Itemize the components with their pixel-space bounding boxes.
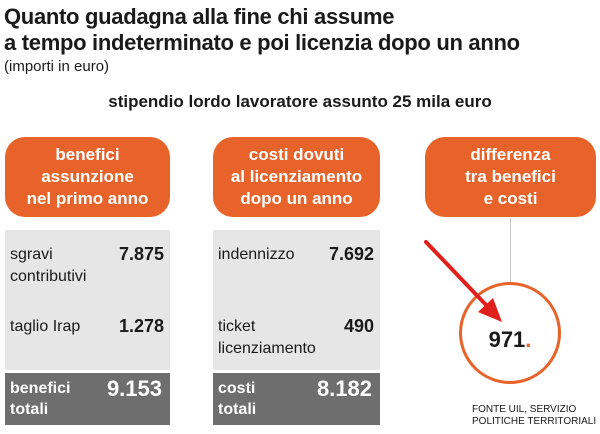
costi-item-label: indennizzo (218, 246, 295, 263)
differenza-value-wrap: 971. (462, 327, 558, 353)
benefici-item-value: 1.278 (118, 316, 164, 336)
connector-line (510, 218, 511, 284)
source-credit: FONTE UIL, SERVIZIO POLITICHE TERRITORIA… (472, 404, 597, 427)
salary-headline: stipendio lordo lavoratore assunto 25 mi… (108, 92, 492, 111)
benefici-item-label: sgravi contributivi (10, 246, 87, 285)
units-note: (importi in euro) (4, 58, 110, 75)
page-title: Quanto guadagna alla fine chi assume a t… (4, 4, 520, 55)
differenza-header: differenza tra benefici e costi (425, 137, 596, 217)
differenza-value-dot: . (525, 327, 532, 352)
benefici-item-value: 7.875 (118, 244, 164, 264)
benefici-total-label: benefici totali (10, 380, 71, 418)
costi-total-label: costi totali (218, 380, 257, 418)
differenza-circle: 971. (459, 282, 561, 384)
benefici-panel: sgravi contributivi 7.875 taglio Irap 1.… (5, 230, 170, 370)
costi-total: costi totali 8.182 (213, 373, 380, 425)
costi-header: costi dovuti al licenziamento dopo un an… (213, 137, 380, 217)
benefici-header: benefici assunzione nel primo anno (5, 137, 170, 217)
differenza-value: 971 (488, 327, 526, 352)
costi-item-label: ticket licenziamento (218, 318, 316, 357)
costi-item-value: 490 (343, 316, 374, 336)
costi-panel: indennizzo 7.692 ticket licenziamento 49… (213, 230, 380, 370)
costi-total-value: 8.182 (316, 376, 372, 401)
costi-item-value: 7.692 (328, 244, 374, 264)
benefici-item-label: taglio Irap (10, 318, 81, 335)
benefici-total: benefici totali 9.153 (5, 373, 170, 425)
benefici-total-value: 9.153 (106, 376, 162, 401)
